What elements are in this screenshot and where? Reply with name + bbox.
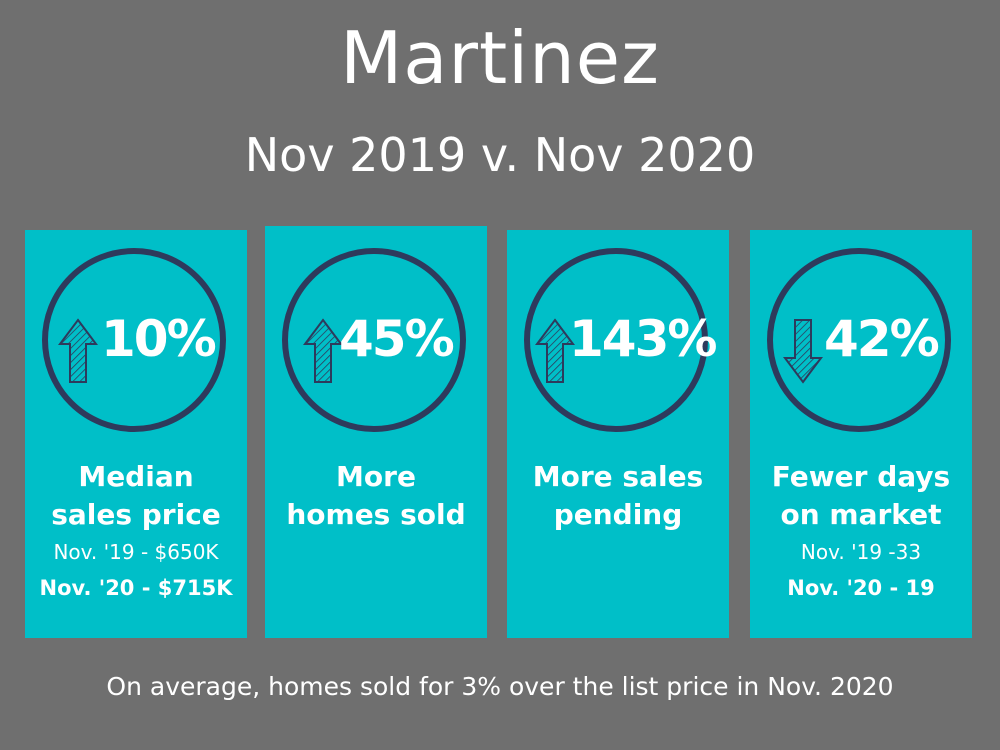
stat-label-line: More sales: [532, 460, 704, 493]
previous-value: Nov. '19 -33: [800, 540, 922, 564]
previous-value: Nov. '19 - $650K: [53, 540, 219, 564]
stat-label-line: pending: [553, 498, 683, 531]
circle-frame: [282, 248, 466, 432]
stat-card-sales-pending: 143% More sales pending: [507, 230, 729, 638]
stat-card-days-on-market: 42% Fewer days on market Nov. '19 -33 No…: [750, 230, 972, 638]
stat-label-line: on market: [780, 498, 942, 531]
percent-change: 42%: [824, 310, 940, 368]
stat-label-line: sales price: [51, 498, 221, 531]
footer-note: On average, homes sold for 3% over the l…: [106, 672, 894, 701]
page-title: Martinez: [340, 16, 660, 100]
current-value: Nov. '20 - $715K: [39, 576, 233, 600]
arrow-up-icon: [535, 318, 575, 383]
stat-label: More homes sold: [265, 458, 487, 534]
stat-label: More sales pending: [507, 458, 729, 534]
stat-card-homes-sold: 45% More homes sold: [265, 226, 487, 638]
stat-label: Median sales price: [25, 458, 247, 534]
stat-label: Fewer days on market: [750, 458, 972, 534]
stat-label-line: homes sold: [286, 498, 466, 531]
circle-frame: [524, 248, 708, 432]
circle-frame: [42, 248, 226, 432]
page-subtitle: Nov 2019 v. Nov 2020: [244, 128, 756, 182]
arrow-up-icon: [58, 318, 98, 383]
arrow-up-icon: [303, 318, 343, 383]
percent-change: 45%: [339, 310, 455, 368]
arrow-down-icon: [783, 319, 823, 384]
stat-label-line: Median: [78, 460, 194, 493]
percent-change: 10%: [101, 310, 217, 368]
circle-frame: [767, 248, 951, 432]
percent-change: 143%: [569, 310, 717, 368]
current-value: Nov. '20 - 19: [787, 576, 935, 600]
stat-card-median-price: 10% Median sales price Nov. '19 - $650K …: [25, 230, 247, 638]
stat-label-line: More: [336, 460, 416, 493]
stat-label-line: Fewer days: [771, 460, 951, 493]
